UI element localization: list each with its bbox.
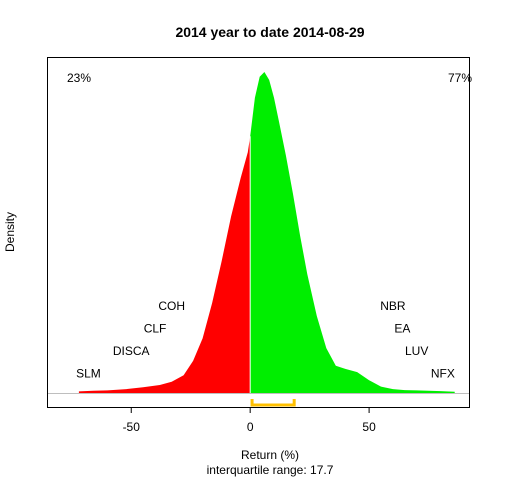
x-axis: -50 0 50 — [123, 407, 376, 434]
ticker-label-nbr: NBR — [380, 299, 406, 313]
x-axis-label: Return (%) — [241, 448, 299, 462]
ticker-label-coh: COH — [158, 299, 185, 313]
negative-share-label: 23% — [67, 71, 91, 85]
ticker-label-nfx: NFX — [431, 367, 455, 381]
y-axis-label: Density — [3, 212, 17, 252]
negative-return-area — [78, 136, 251, 393]
plot-frame — [47, 57, 470, 408]
positive-share-label: 77% — [448, 71, 472, 85]
positive-return-area — [250, 72, 455, 393]
ticker-label-ea: EA — [394, 322, 410, 336]
iqr-bracket — [250, 399, 296, 407]
chart-title: 2014 year to date 2014-08-29 — [175, 24, 364, 40]
x-tick-label: -50 — [123, 420, 141, 434]
ticker-label-luv: LUV — [405, 344, 428, 358]
chart-subtitle: interquartile range: 17.7 — [207, 463, 334, 477]
ticker-label-slm: SLM — [76, 367, 101, 381]
ticker-label-clf: CLF — [144, 322, 167, 336]
x-tick-label: 0 — [247, 420, 254, 434]
density-area-layer — [48, 72, 469, 407]
x-tick-label: 50 — [362, 420, 376, 434]
ticker-label-disca: DISCA — [113, 344, 150, 358]
